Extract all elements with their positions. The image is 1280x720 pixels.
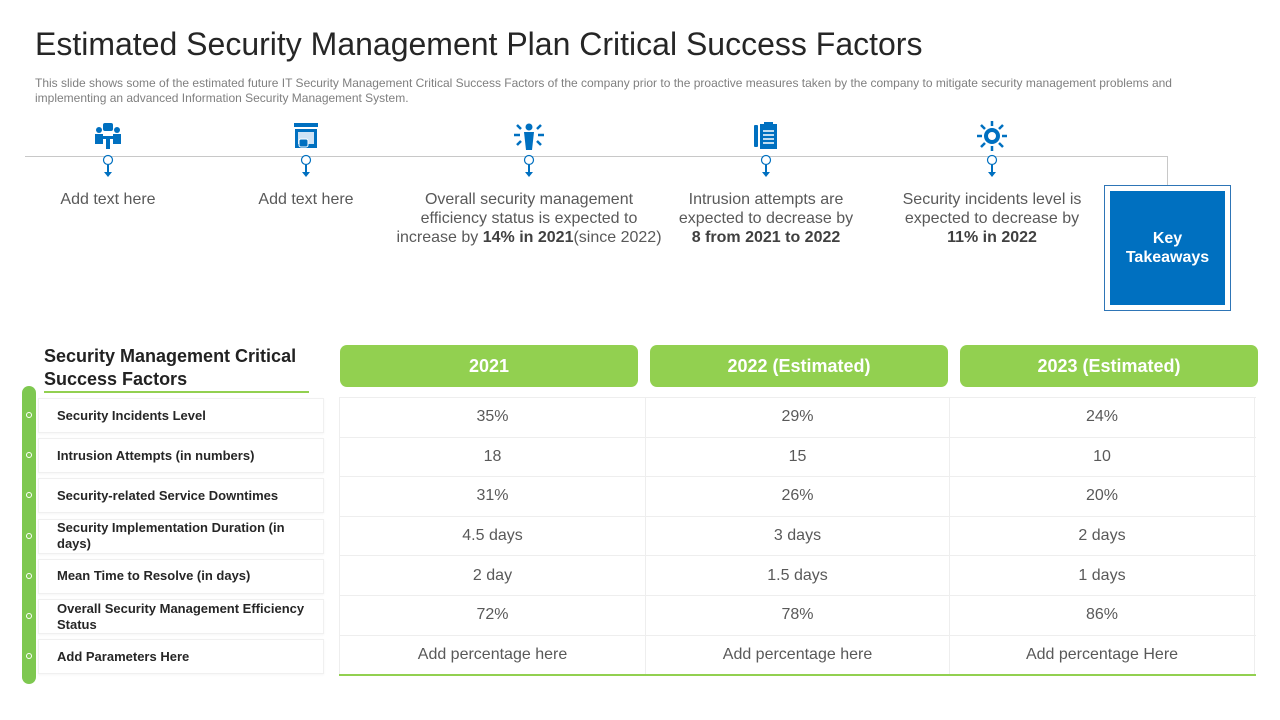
table-cell: 1 days	[950, 556, 1255, 595]
factor-row: Security-related Service Downtimes	[38, 478, 324, 514]
bullet-icon	[26, 653, 32, 660]
highlight-text: 14% in 2021	[482, 229, 574, 246]
factor-label: Mean Time to Resolve (in days)	[57, 568, 251, 584]
table-cell: 10	[950, 437, 1255, 477]
table-cell: Add percentage here	[646, 635, 950, 675]
table-cell: Add percentage Here	[950, 635, 1255, 675]
pin-marker-icon	[626, 154, 906, 180]
table-row: Add percentage here Add percentage here Ad…	[339, 634, 1256, 675]
bullet-icon	[26, 492, 32, 499]
table-cell: 15	[646, 437, 950, 477]
timeline-text: Intrusion attempts are expected to decre…	[676, 190, 856, 247]
table-cell: 20%	[950, 477, 1255, 516]
bullet-icon	[26, 572, 32, 579]
table-cell: 24%	[950, 398, 1255, 437]
meeting-chat-icon	[0, 120, 248, 152]
table-row-header: Security Management Critical Success Fac…	[44, 346, 297, 389]
factor-row: Security Incidents Level	[38, 398, 324, 433]
table-cell: 35%	[339, 398, 646, 437]
table-row: 72% 78% 86%	[339, 594, 1256, 635]
clipboard-icon	[626, 120, 906, 152]
column-header: 2023 (Estimated)	[960, 345, 1258, 387]
pin-marker-icon	[166, 154, 446, 180]
factor-label: Security-related Service Downtimes	[57, 487, 279, 503]
factor-row: Add Parameters Here	[38, 639, 324, 675]
table-cell: 2 day	[339, 556, 646, 595]
bullet-icon	[26, 532, 32, 539]
table-row: 18 15 10	[339, 436, 1256, 477]
timeline-text: Overall security management efficiency s…	[394, 190, 664, 247]
table-cell: 78%	[646, 595, 950, 635]
body-text: Intrusion attempts are expected to decre…	[678, 191, 854, 227]
timeline-text: Security incidents level is expected to …	[902, 190, 1082, 247]
column-header: 2021	[340, 345, 638, 387]
bullet-icon	[26, 412, 32, 418]
timeline-item: Intrusion attempts are expected to decre…	[626, 120, 906, 247]
timeline-text: Add text here	[171, 190, 441, 209]
table-cell: 18	[339, 437, 646, 477]
body-text: Add text here	[60, 191, 156, 208]
key-takeaways-box: Key Takeaways	[1104, 185, 1231, 311]
pin-marker-icon	[852, 154, 1132, 180]
key-takeaways-label: Key Takeaways	[1110, 191, 1225, 305]
highlight-text: 8 from 2021 to 2022	[691, 229, 841, 246]
person-focus-icon	[389, 120, 669, 152]
timeline-text: Add text here	[0, 190, 243, 209]
table-cell: 86%	[950, 595, 1255, 635]
page-title: Estimated Security Management Plan Criti…	[35, 26, 923, 62]
table-cell: 3 days	[646, 516, 950, 556]
timeline-item: Add text here	[0, 120, 248, 209]
factor-label: Overall Security Management Efficiency S…	[57, 600, 305, 632]
table-cell: 26%	[646, 477, 950, 516]
factor-row: Mean Time to Resolve (in days)	[38, 558, 324, 594]
table-row: 2 day 1.5 days 1 days	[339, 555, 1256, 595]
page-description: This slide shows some of the estimated f…	[35, 76, 1172, 105]
gear-arrows-icon	[852, 120, 1132, 152]
pin-marker-icon	[389, 154, 669, 180]
column-header: 2022 (Estimated)	[650, 345, 948, 387]
table-row: 31% 26% 20%	[339, 476, 1256, 516]
bullet-icon	[26, 452, 32, 459]
data-table: 35% 29% 24% 18 15 10 31% 26% 20% 4.5 days 3 days 2 …	[339, 397, 1256, 677]
timeline-connector	[1167, 156, 1168, 186]
table-cell: 4.5 days	[339, 516, 646, 556]
body-text: (since 2022)	[573, 229, 662, 246]
timeline-item: Overall security management efficiency s…	[389, 120, 669, 247]
factor-label: Add Parameters Here	[57, 648, 190, 664]
pin-marker-icon	[0, 154, 248, 180]
table-cell: 72%	[339, 595, 646, 635]
bullet-icon	[26, 613, 32, 619]
highlight-text: 11% in 2022	[947, 229, 1037, 246]
factor-row: Security Implementation Duration (in day…	[38, 518, 324, 554]
divider	[44, 391, 309, 393]
table-cell: Add percentage here	[339, 635, 646, 675]
body-text: Add text here	[258, 191, 354, 208]
factor-row: Intrusion Attempts (in numbers)	[38, 438, 324, 474]
secure-computer-icon	[166, 120, 446, 152]
factor-label: Intrusion Attempts (in numbers)	[57, 447, 255, 463]
table-row: 35% 29% 24%	[339, 397, 1256, 437]
body-text: Security incidents level is expected to …	[902, 191, 1082, 227]
timeline-item: Add text here	[166, 120, 446, 209]
factor-row: Overall Security Management Efficiency S…	[38, 599, 324, 634]
table-cell: 1.5 days	[646, 556, 950, 595]
factor-label: Security Implementation Duration (in day…	[57, 520, 285, 552]
timeline-line	[25, 156, 1168, 157]
timeline-item: Security incidents level is expected to …	[852, 120, 1132, 247]
factor-label: Security Incidents Level	[57, 407, 206, 423]
table-cell: 31%	[339, 477, 646, 516]
body-text: Overall security management efficiency s…	[396, 191, 638, 246]
table-cell: 2 days	[950, 516, 1255, 556]
table-row: 4.5 days 3 days 2 days	[339, 515, 1256, 556]
table-cell: 29%	[646, 398, 950, 437]
